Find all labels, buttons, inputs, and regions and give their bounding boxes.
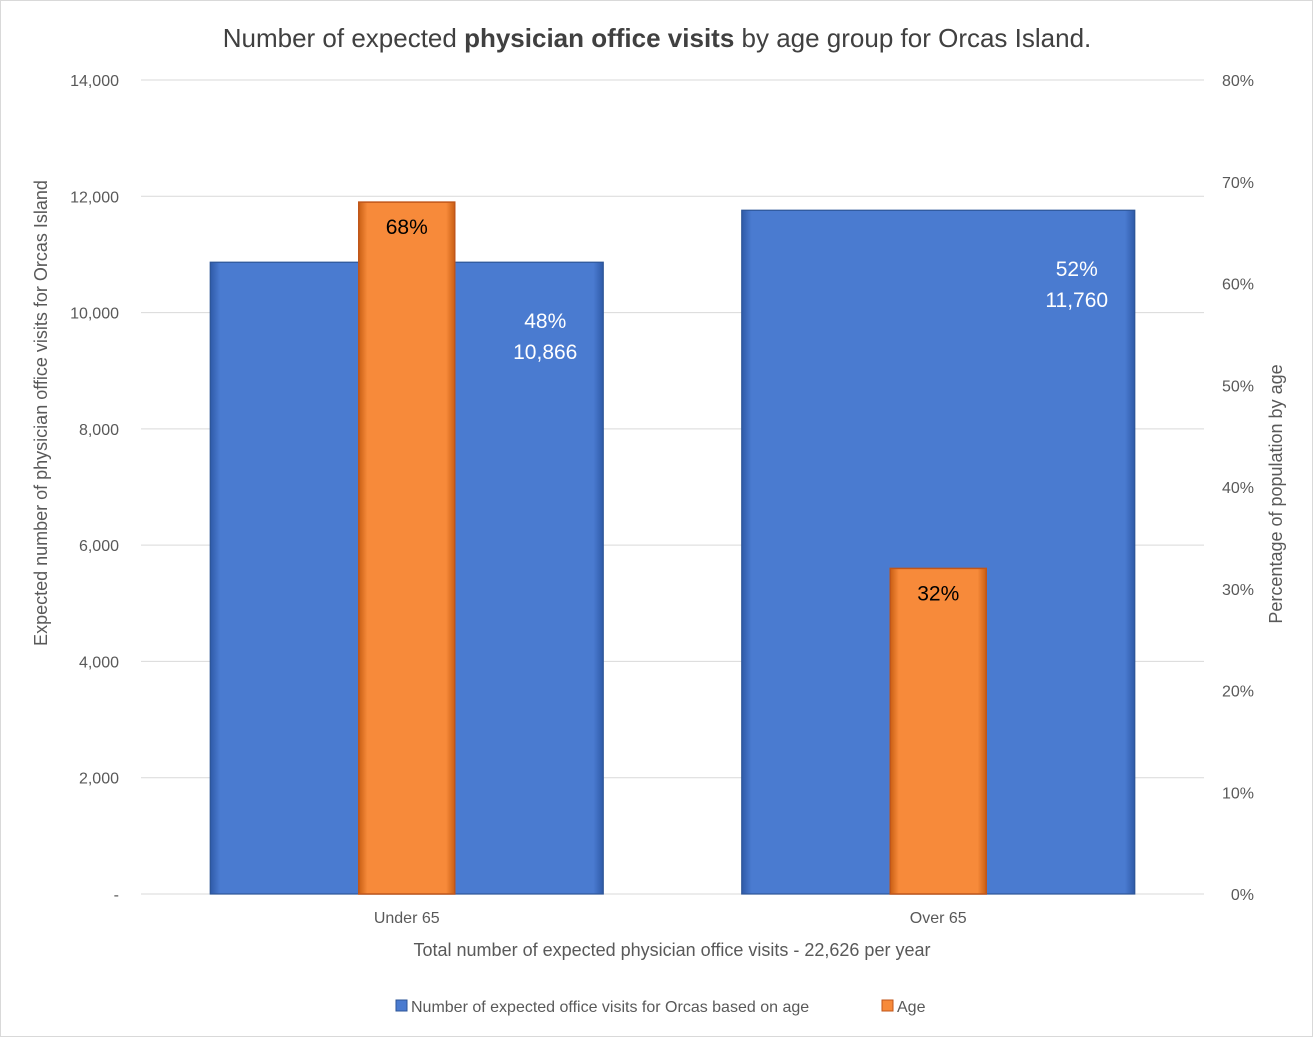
y-tick-label: 6,000	[79, 538, 119, 555]
data-label-age: 68%	[386, 216, 428, 239]
y2-tick-label: 30%	[1222, 582, 1254, 599]
x-axis-title: Total number of expected physician offic…	[414, 940, 931, 960]
x-tick-label: Over 65	[910, 910, 967, 927]
y2-tick-label: 40%	[1222, 480, 1254, 497]
data-label-percent: 48%	[524, 310, 566, 333]
y2-tick-label: 80%	[1222, 73, 1254, 90]
legend-swatch	[881, 999, 894, 1012]
data-labels: 48% 10,866 68% 52% 11,760 32%	[386, 216, 1108, 605]
legend: Number of expected office visits for Orc…	[395, 999, 926, 1016]
data-label-age: 32%	[917, 582, 959, 605]
legend-label: Age	[897, 999, 926, 1016]
y-tick-label: 8,000	[79, 422, 119, 439]
y-tick-label: 14,000	[70, 73, 119, 90]
bar-age	[889, 567, 987, 895]
x-tick-label: Under 65	[374, 910, 440, 927]
y-tick-label: 2,000	[79, 771, 119, 788]
legend-swatch	[395, 999, 408, 1012]
data-label-percent: 52%	[1056, 258, 1098, 281]
y-tick-label: -	[114, 887, 119, 904]
y-tick-label: 4,000	[79, 654, 119, 671]
y-tick-label: 12,000	[70, 189, 119, 206]
chart-title-part: Number of expected	[223, 23, 464, 53]
data-label-value: 11,760	[1045, 289, 1108, 312]
bar-age	[358, 201, 456, 895]
y2-tick-label: 20%	[1222, 684, 1254, 701]
y-axis-title: Expected number of physician office visi…	[31, 180, 51, 646]
chart-title-part: physician office visits	[464, 23, 734, 53]
legend-label: Number of expected office visits for Orc…	[411, 999, 809, 1016]
y2-tick-label: 60%	[1222, 277, 1254, 294]
y-tick-label: 10,000	[70, 306, 119, 323]
chart-title-part: by age group for Orcas Island.	[734, 23, 1091, 53]
bars	[209, 201, 1136, 895]
axes: - 2,000 4,000 6,000 8,000 10,000 12,000 14,000 0…	[31, 73, 1286, 960]
y2-tick-label: 0%	[1231, 887, 1254, 904]
y2-tick-label: 50%	[1222, 378, 1254, 395]
y2-axis-title: Percentage of population by age	[1266, 364, 1286, 623]
y2-tick-label: 10%	[1222, 785, 1254, 802]
chart-title: Number of expected physician office visi…	[223, 23, 1092, 53]
y2-tick-label: 70%	[1222, 175, 1254, 192]
data-label-value: 10,866	[513, 341, 577, 364]
